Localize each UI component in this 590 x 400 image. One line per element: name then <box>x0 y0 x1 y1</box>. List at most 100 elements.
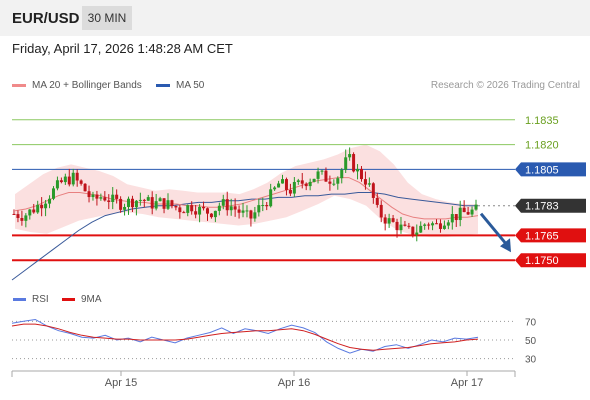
level-label-bg <box>515 198 586 213</box>
candle-body <box>419 225 423 233</box>
candle-body <box>450 214 454 223</box>
candle-body <box>217 205 221 211</box>
candle-body <box>32 209 36 213</box>
candle-body <box>28 209 32 216</box>
candle-body <box>170 200 174 207</box>
candle-body <box>178 207 182 213</box>
rsi-tick-label: 70 <box>525 317 537 328</box>
candle-body <box>71 172 75 185</box>
candle-body <box>99 197 103 199</box>
bollinger-band-fill <box>15 144 478 238</box>
candle-body <box>174 206 178 208</box>
level-label-bg <box>515 228 586 243</box>
candle-body <box>225 199 229 211</box>
candle-body <box>205 208 209 214</box>
legend-ma50: MA 50 <box>156 80 204 91</box>
candle-body <box>115 194 119 199</box>
level-label-blue: 1.1805 <box>525 164 559 176</box>
candle-body <box>55 180 59 189</box>
candle-body <box>371 183 375 198</box>
candle-body <box>316 171 320 179</box>
candle-body <box>281 179 285 184</box>
candle-body <box>241 210 245 213</box>
rsi-label: RSI <box>32 294 49 305</box>
candle-body <box>359 168 363 180</box>
candle-body <box>356 168 360 172</box>
candle-body <box>83 183 87 192</box>
symbol-title: EUR/USD <box>12 10 80 27</box>
candle-body <box>237 209 241 213</box>
candle-body <box>328 181 332 184</box>
level-label-red: 1.1750 <box>525 255 559 267</box>
candle-body <box>134 200 138 208</box>
timeframe-badge[interactable]: 30 MIN <box>82 6 132 30</box>
candle-body <box>387 218 391 224</box>
rsi-line <box>11 318 479 354</box>
candle-body <box>229 206 233 211</box>
candle-body <box>138 199 142 201</box>
candle-body <box>348 154 352 158</box>
level-label-bg <box>515 162 586 177</box>
candle-body <box>190 205 194 212</box>
candle-body <box>395 221 399 231</box>
candle-body <box>438 223 442 229</box>
candle-body <box>20 218 24 221</box>
candle-body <box>344 157 348 170</box>
candle-body <box>312 178 316 182</box>
candle-body <box>383 217 387 224</box>
candle-body <box>304 183 308 187</box>
candle-body <box>269 189 273 207</box>
candle-body <box>142 199 146 201</box>
candle-body <box>123 206 127 210</box>
candle-body <box>87 191 91 198</box>
x-tick-label: Apr 16 <box>278 377 310 389</box>
candle-body <box>284 179 288 190</box>
candle-body <box>458 207 462 221</box>
level-label-green: 1.1835 <box>525 115 559 127</box>
ma20-swatch <box>12 83 26 87</box>
ma9-label: 9MA <box>81 294 102 305</box>
ma50-line <box>11 192 478 281</box>
candle-body <box>320 170 324 172</box>
ma20-line <box>14 177 479 220</box>
candle-body <box>154 201 158 209</box>
candle-body <box>119 198 123 210</box>
rsi-tick-label: 50 <box>525 336 537 347</box>
candle-body <box>292 181 296 194</box>
candle-body <box>277 183 281 188</box>
candle-body <box>16 214 20 219</box>
candle-body <box>296 180 300 182</box>
candle-body <box>324 170 328 182</box>
candle-body <box>466 212 470 215</box>
candle-body <box>379 204 383 218</box>
candle-body <box>253 212 257 219</box>
candle-body <box>375 197 379 205</box>
legend-rsi: RSI <box>13 294 49 305</box>
candle-body <box>158 198 162 202</box>
candle-body <box>40 204 44 209</box>
candle-body <box>288 189 292 194</box>
candle-body <box>63 176 67 183</box>
level-label-bg <box>515 253 586 268</box>
legend-ma20: MA 20 + Bollinger Bands <box>12 80 142 91</box>
candle-body <box>411 226 415 235</box>
candle-body <box>442 225 446 229</box>
candle-body <box>340 169 344 179</box>
candle-body <box>59 180 63 183</box>
candle-body <box>300 180 304 184</box>
candle-body <box>336 178 340 184</box>
candle-body <box>107 200 111 202</box>
candle-body <box>111 194 115 202</box>
level-label-green: 1.1820 <box>525 140 559 152</box>
candle-body <box>407 225 411 227</box>
candle-body <box>51 188 55 199</box>
legend-ma9: 9MA <box>62 294 102 305</box>
candle-body <box>470 209 474 215</box>
candle-body <box>12 213 16 215</box>
candle-body <box>245 210 249 212</box>
candle-body <box>249 210 253 219</box>
candle-body <box>403 224 407 226</box>
ma50-swatch <box>156 83 170 87</box>
candle-body <box>91 194 95 198</box>
candle-body <box>332 183 336 185</box>
